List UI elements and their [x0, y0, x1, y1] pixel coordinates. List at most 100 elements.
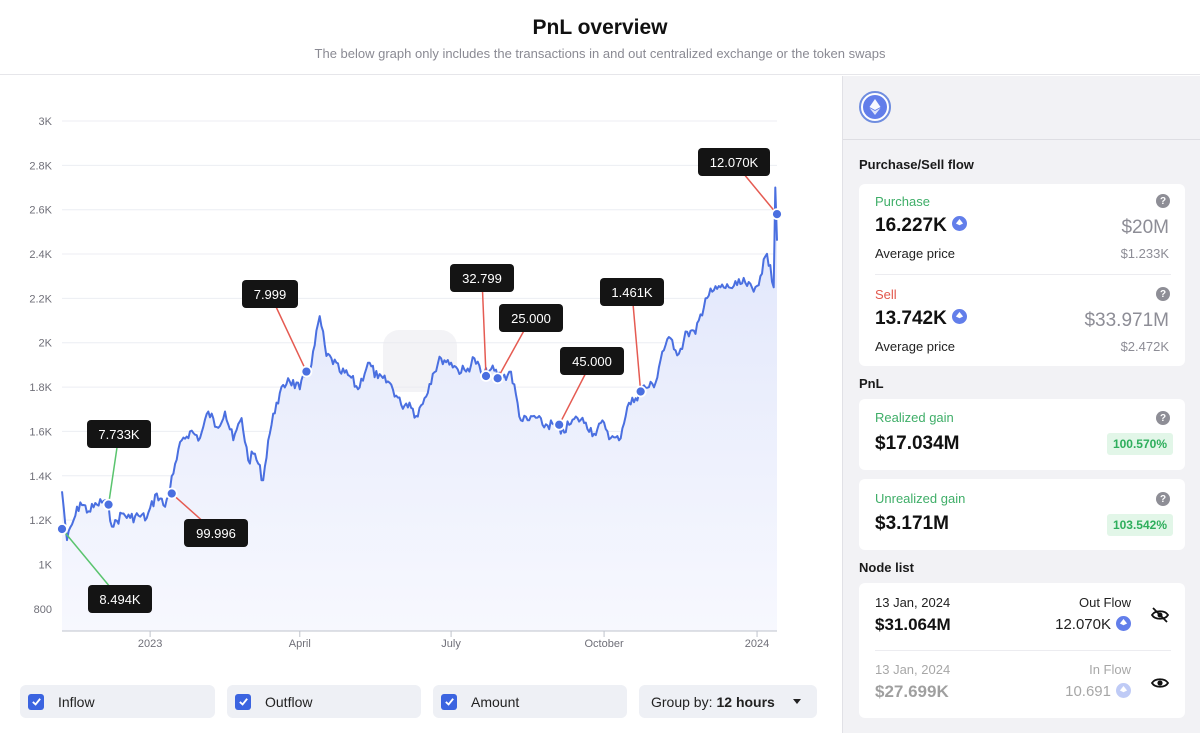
eth-coin-icon: [951, 216, 967, 232]
marker-point: [56, 523, 68, 535]
marker-label-box: [560, 347, 624, 375]
node-date: 13 Jan, 2024: [875, 595, 951, 610]
realized-gain-value: $17.034M: [875, 433, 960, 454]
flow-marker[interactable]: 7.999: [242, 280, 313, 378]
purchase-avg-label: Average price: [875, 246, 955, 261]
ethereum-icon[interactable]: [859, 91, 891, 123]
marker-point: [634, 385, 647, 398]
purchase-label: Purchase: [875, 194, 930, 209]
marker-connector: [481, 277, 487, 377]
marker-label: 8.494K: [99, 592, 141, 607]
node-flow: Out Flow: [1078, 595, 1131, 610]
flow-marker[interactable]: 7.733K: [87, 420, 151, 511]
marker-point: [300, 365, 313, 378]
flow-marker[interactable]: 45.000: [553, 347, 624, 431]
series-line: [61, 186, 778, 542]
marker-label-box: [450, 264, 514, 292]
inflow-toggle[interactable]: Inflow: [20, 685, 215, 718]
marker-point: [165, 487, 178, 500]
divider: [843, 139, 1200, 140]
marker-point: [553, 418, 566, 431]
y-tick-label: 2.2K: [29, 293, 52, 305]
pnl-chart[interactable]: 800 1K 1.2K 1.4K 1.6K 1.8K 2K 2.2K 2.4K 2.6K 2.8K 3…: [0, 76, 842, 676]
realized-gain-card: Realized gain ? $17.034M 100.570%: [859, 399, 1185, 470]
purchase-sell-title: Purchase/Sell flow: [859, 157, 974, 172]
marker-point: [102, 498, 115, 511]
node-usd: $27.699K: [875, 682, 949, 701]
flow-marker[interactable]: 99.996: [165, 487, 248, 547]
marker-label-box: [499, 304, 563, 332]
purchase-amount-row: 16.227K: [875, 215, 967, 237]
purchase-sell-card: Purchase ? 16.227K $20M Average price $1…: [859, 184, 1185, 366]
outflow-toggle[interactable]: Outflow: [227, 685, 421, 718]
check-icon: [238, 698, 248, 706]
pnl-title: PnL: [859, 376, 884, 391]
node-list-title: Node list: [859, 560, 914, 575]
node-date: 13 Jan, 2024: [875, 662, 951, 677]
group-by-label: Group by:: [651, 693, 713, 710]
chevron-down-icon: [793, 699, 801, 704]
page-title: PnL overview: [532, 16, 668, 39]
sell-avg-label: Average price: [875, 339, 955, 354]
inflow-checkbox[interactable]: [28, 693, 44, 710]
check-icon: [444, 698, 454, 706]
help-icon[interactable]: ?: [1156, 492, 1170, 506]
y-tick-label: 3K: [39, 116, 53, 128]
realized-gain-label: Realized gain: [875, 410, 954, 425]
marker-label: 7.999: [254, 287, 287, 302]
page-subtitle: The below graph only includes the transa…: [314, 46, 886, 61]
sidebar: Purchase/Sell flow Purchase ? 16.227K $2…: [842, 76, 1200, 733]
help-icon[interactable]: ?: [1156, 194, 1170, 208]
outflow-checkbox[interactable]: [235, 693, 251, 710]
marker-label-box: [242, 280, 298, 308]
flow-marker[interactable]: 8.494K: [56, 523, 152, 613]
unrealized-gain-label: Unrealized gain: [875, 491, 966, 506]
marker-point: [480, 370, 492, 382]
flow-marker[interactable]: 12.070K: [698, 148, 783, 221]
amount-label: Amount: [471, 693, 520, 710]
eye-icon[interactable]: [1150, 676, 1170, 695]
y-tick-label: 2K: [39, 338, 53, 350]
marker-point: [491, 372, 504, 385]
marker-label: 1.461K: [611, 285, 653, 300]
x-tick-label: October: [584, 638, 623, 650]
flow-marker[interactable]: 1.461K: [600, 278, 664, 398]
marker-label-box: [600, 278, 664, 306]
x-tick-label: 2023: [138, 638, 162, 650]
chart-controls: Inflow Outflow Amount Group by: 12 hours: [20, 685, 820, 718]
flow-marker[interactable]: 32.799: [450, 264, 514, 382]
amount-toggle[interactable]: Amount: [433, 685, 627, 718]
marker-connector: [631, 291, 642, 392]
realized-gain-badge: 100.570%: [1106, 433, 1173, 455]
sell-label: Sell: [875, 287, 897, 302]
divider: [875, 650, 1171, 651]
node-list-card: 13 Jan, 2024 Out Flow $31.064M 12.070K 1…: [859, 583, 1185, 718]
marker-label: 25.000: [511, 311, 551, 326]
marker-label-box: [87, 420, 151, 448]
marker-label-box: [698, 148, 770, 176]
y-tick-label: 1.2K: [29, 515, 52, 527]
check-icon: [31, 698, 41, 706]
marker-label: 99.996: [196, 526, 236, 541]
page-header: PnL overview The below graph only includ…: [0, 0, 1200, 75]
help-icon[interactable]: ?: [1156, 411, 1170, 425]
y-tick-label: 1K: [39, 559, 53, 571]
unrealized-gain-badge: 103.542%: [1106, 514, 1173, 536]
help-icon[interactable]: ?: [1156, 287, 1170, 301]
unrealized-gain-value: $3.171M: [875, 513, 949, 534]
marker-label: 12.070K: [710, 155, 759, 170]
y-tick-label: 1.4K: [29, 471, 52, 483]
amount-checkbox[interactable]: [441, 693, 457, 710]
group-by-select[interactable]: Group by: 12 hours: [639, 685, 817, 718]
eth-coin-icon: [1116, 682, 1131, 698]
sell-amount: 13.742K: [875, 308, 947, 329]
node-flow: In Flow: [1089, 662, 1131, 677]
y-tick-label: 2.6K: [29, 205, 52, 217]
purchase-usd: $20M: [1121, 217, 1169, 238]
sell-amount-row: 13.742K: [875, 308, 967, 330]
x-tick-label: April: [289, 638, 311, 650]
eye-off-icon[interactable]: [1150, 607, 1170, 628]
flow-marker[interactable]: 25.000: [491, 304, 563, 385]
marker-label-box: [88, 585, 152, 613]
group-by-value: 12 hours: [716, 693, 775, 710]
